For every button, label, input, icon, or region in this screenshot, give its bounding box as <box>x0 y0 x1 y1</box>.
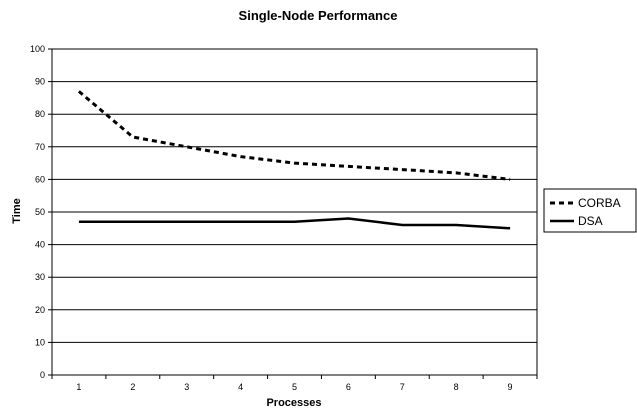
y-tick-label: 10 <box>35 337 45 347</box>
y-tick-label: 60 <box>35 174 45 184</box>
x-tick-label: 1 <box>76 382 81 392</box>
x-tick-label: 5 <box>292 382 297 392</box>
legend-box <box>543 188 637 233</box>
plot-area: 0 10 20 30 40 50 60 70 80 90 100 1 2 3 4 5 6 7 8 9 <box>30 44 538 392</box>
y-tick-label: 50 <box>35 207 45 217</box>
legend-label: CORBA <box>578 196 621 210</box>
y-tick-label: 100 <box>30 44 45 54</box>
x-tick-label: 3 <box>184 382 189 392</box>
y-axis-label: Time <box>11 198 23 223</box>
y-tick-label: 40 <box>35 240 45 250</box>
x-tick-label: 6 <box>346 382 351 392</box>
series-line-corba <box>77 90 511 181</box>
chart-title: Single-Node Performance <box>239 8 398 23</box>
x-tick-label: 8 <box>454 382 459 392</box>
legend: CORBA DSA <box>543 188 637 233</box>
y-tick-label: 30 <box>35 272 45 282</box>
x-axis-label: Processes <box>266 397 321 409</box>
x-tick-label: 2 <box>130 382 135 392</box>
y-tick-label: 80 <box>35 109 45 119</box>
y-tick-label: 0 <box>40 370 45 380</box>
y-tick-label: 90 <box>35 77 45 87</box>
x-tick-label: 7 <box>400 382 405 392</box>
x-tick-label: 4 <box>238 382 243 392</box>
y-tick-label: 20 <box>35 305 45 315</box>
series-line-dsa <box>78 217 511 230</box>
y-tick-label: 70 <box>35 142 45 152</box>
x-tick-label: 9 <box>508 382 513 392</box>
legend-label: DSA <box>578 214 603 228</box>
